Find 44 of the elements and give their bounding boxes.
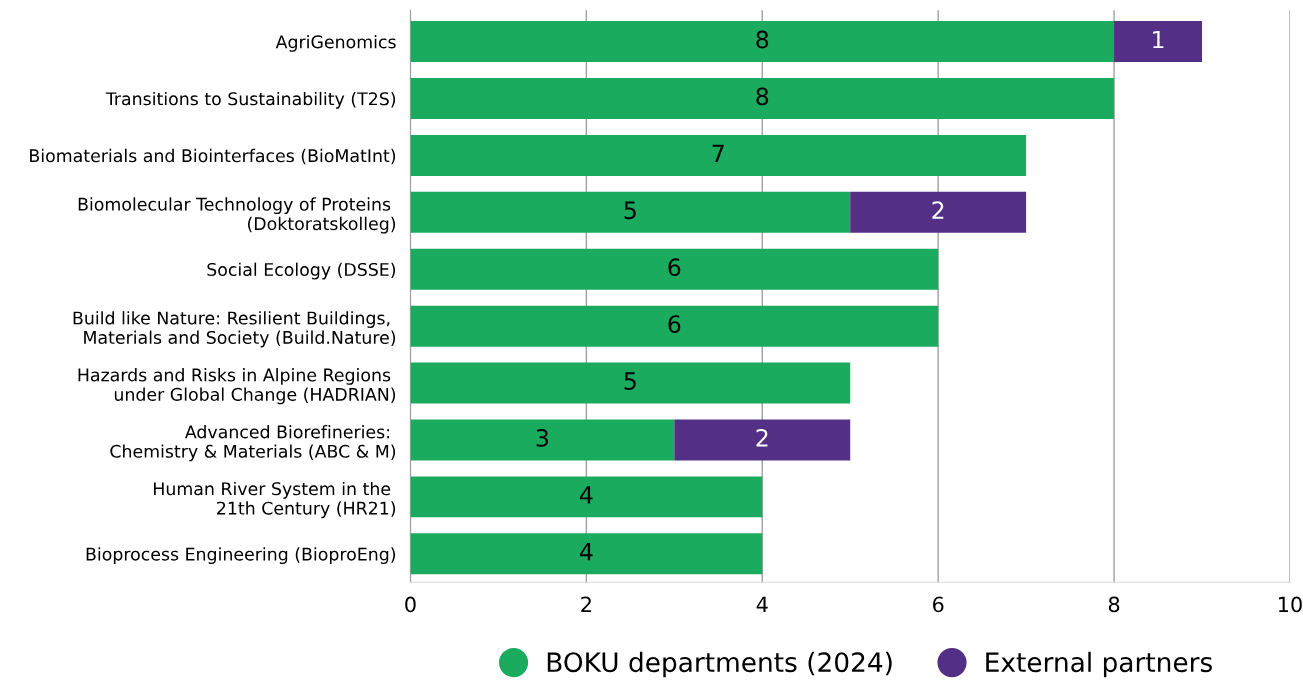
legend-label: External partners	[986, 651, 1212, 678]
bar	[850, 191, 1027, 233]
data-label: 4	[579, 486, 593, 504]
data-label: 2	[756, 428, 768, 447]
data-label: 5	[624, 372, 636, 390]
y-tick-label: Build like Nature: Resilient Buildings, Materials and Society (Build.Nature)	[73, 311, 396, 348]
bar	[410, 362, 851, 404]
y-tick-label: Advanced Biorefineries: Chemistry & Materials (ABC & M)	[110, 424, 396, 462]
bar	[410, 134, 1027, 176]
data-label: 6	[668, 315, 681, 333]
y-tick-label: AgriGenomics	[275, 34, 396, 52]
bar	[410, 248, 939, 290]
x-tick-label: 6	[932, 596, 944, 613]
y-tick-label: Bioprocess Engineering (BioproEng)	[86, 547, 396, 564]
bar	[410, 533, 763, 575]
bar	[410, 191, 851, 233]
bar	[674, 419, 851, 461]
x-tick-label: 4	[756, 596, 768, 612]
y-tick-label: Social Ecology (DSSE)	[207, 262, 396, 280]
y-tick-label: Biomolecular Technology of Proteins (Doktoratskolleg)	[78, 197, 396, 234]
data-label: 8	[756, 30, 769, 49]
y-tick-label: Human River System in the 21th Century (HR21)	[154, 481, 396, 519]
data-label: 7	[712, 144, 724, 162]
bar	[410, 305, 939, 347]
data-label: 2	[932, 201, 944, 219]
legend-label: BOKU departments (2024)	[547, 651, 892, 678]
bar	[410, 419, 675, 461]
data-label: 5	[624, 201, 636, 220]
x-tick-label: 0	[405, 596, 416, 613]
x-tick-label: 2	[581, 596, 591, 612]
bar	[410, 78, 1115, 119]
x-tick-label: 10	[1279, 596, 1302, 613]
data-label: 3	[536, 428, 548, 447]
bar	[410, 476, 763, 518]
x-tick-label: 8	[1108, 596, 1120, 613]
data-label: 6	[668, 258, 681, 277]
y-tick-label: Hazards and Risks in Alpine Regions under Global Change (HADRIAN)	[78, 368, 396, 405]
bar	[1114, 21, 1203, 63]
bar	[410, 21, 1115, 63]
y-tick-label: Transitions to Sustainability (T2S)	[105, 91, 396, 109]
y-tick-label: Biomaterials and Biointerfaces (BioMatInt)	[30, 148, 396, 165]
data-label: 8	[756, 87, 769, 106]
data-label: 1	[1153, 30, 1164, 49]
data-label: 4	[579, 543, 593, 561]
